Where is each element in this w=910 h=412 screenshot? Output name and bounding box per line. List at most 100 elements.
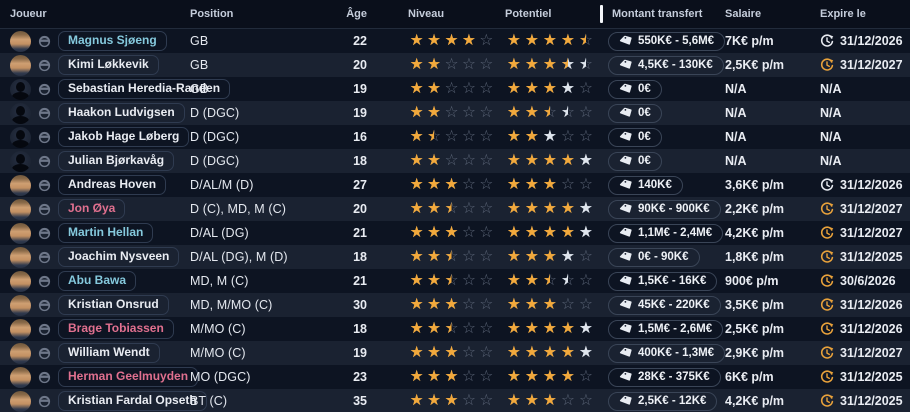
- player-profile-icon[interactable]: [38, 227, 51, 240]
- salary: 2,2K€ p/m: [725, 202, 785, 216]
- star-icon: ☆ ★ ★: [507, 80, 521, 97]
- expiry-date: 31/12/2027: [840, 58, 903, 72]
- table-row[interactable]: William Wendt M/MO (C) 19 ☆ ★ ★ ☆ ★ ★ ☆ ★ ★ ☆ ☆ ☆ ★…: [0, 341, 910, 365]
- table-row[interactable]: Abu Bawa MD, M (C) 21 ☆ ★ ★ ☆ ★ ★ ☆ ★ ☆ ☆ ☆ ★ ★ ☆ ★ ★ ☆…: [0, 269, 910, 293]
- player-name[interactable]: Andreas Hoven: [58, 175, 167, 195]
- tag-icon: [619, 35, 632, 45]
- expiry-date: 31/12/2027: [840, 226, 903, 240]
- column-header-age[interactable]: Âge: [346, 8, 367, 20]
- star-icon: ☆ ★ ★: [444, 344, 459, 361]
- player-name[interactable]: Kimi Løkkevik: [58, 55, 159, 75]
- player-name[interactable]: Joachim Nysveen: [58, 247, 180, 267]
- table-row[interactable]: Joachim Nysveen D/AL (DG), M (D) 18 ☆ ★ ★ ☆…: [0, 245, 910, 269]
- player-name[interactable]: Julian Bjørkavåg: [58, 151, 175, 171]
- player-profile-icon[interactable]: [38, 323, 51, 336]
- table-row[interactable]: Sebastian Heredia-Randen GB 19 ☆ ★ ★ ☆ ★ ★ ☆ ☆ ☆…: [0, 77, 910, 101]
- player-name[interactable]: Magnus Sjøeng: [58, 31, 167, 51]
- star-icon: ☆ ★ ★: [409, 128, 424, 145]
- star-icon: ☆ ★ ★: [427, 296, 442, 313]
- expiry-clock-icon: [820, 250, 834, 264]
- column-header-position[interactable]: Position: [190, 8, 234, 20]
- player-name[interactable]: Martin Hellan: [58, 223, 154, 243]
- star-icon: ☆: [579, 248, 593, 265]
- player-profile-icon[interactable]: [38, 371, 51, 384]
- transfer-value: 1,5M€ - 2,6M€: [638, 323, 713, 335]
- column-header-joueur[interactable]: Joueur: [10, 8, 47, 20]
- table-row[interactable]: Herman Geelmuyden MO (DGC) 23 ☆ ★ ★ ☆ ★ ★ ☆ ★ ★ ☆…: [0, 365, 910, 389]
- player-profile-icon[interactable]: [38, 251, 51, 264]
- star-icon: ☆ ★ ★: [409, 104, 424, 121]
- table-row[interactable]: Jakob Hage Løberg D (DGC) 16 ☆ ★ ★ ☆ ★ ☆ ☆ ☆ ☆ ★…: [0, 125, 910, 149]
- table-row[interactable]: Magnus Sjøeng GB 22 ☆ ★ ★ ☆ ★ ★ ☆ ★ ★ ☆ ★ ★ ☆ ☆ ★ ★ ☆ ★ ★…: [0, 29, 910, 53]
- table-row[interactable]: Jon Øya D (C), MD, M (C) 20 ☆ ★ ★ ☆ ★ ★ ☆ ★ ☆ ☆ ☆…: [0, 197, 910, 221]
- star-icon: ☆ ★: [543, 272, 557, 289]
- star-icon: ☆: [479, 176, 494, 193]
- star-icon: ☆: [561, 392, 575, 409]
- star-icon: ☆ ★ ★: [543, 344, 557, 361]
- player-profile-icon[interactable]: [38, 347, 51, 360]
- player-avatar: [10, 30, 31, 52]
- table-row[interactable]: Andreas Hoven D/AL/M (D) 27 ☆ ★ ★ ☆ ★ ★ ☆ ★ ★ ☆ ☆ …: [0, 173, 910, 197]
- position: D (C), MD, M (C): [190, 202, 287, 216]
- player-name[interactable]: Brage Tobiassen: [58, 319, 174, 339]
- player-profile-icon[interactable]: [38, 275, 51, 288]
- player-name[interactable]: Jakob Hage Løberg: [58, 127, 190, 147]
- player-name[interactable]: William Wendt: [58, 343, 160, 363]
- table-row[interactable]: Julian Bjørkavåg D (DGC) 18 ☆ ★ ★ ☆ ★ ★ ☆ ☆ ☆ ☆ ★…: [0, 149, 910, 173]
- tag-icon: [619, 227, 632, 237]
- player-name[interactable]: Haakon Ludvigsen: [58, 103, 185, 123]
- star-icon: ☆ ★ ★: [561, 152, 575, 169]
- table-row[interactable]: Kristian Onsrud MD, M/MO (C) 30 ☆ ★ ★ ☆ ★ ★ ☆ ★…: [0, 293, 910, 317]
- star-icon: ☆ ★: [444, 200, 459, 217]
- star-icon: ☆ ★ ★: [507, 176, 521, 193]
- star-icon: ☆ ★ ★: [427, 368, 442, 385]
- expiry-date: 31/12/2025: [840, 370, 903, 384]
- star-icon: ☆ ★ ★: [543, 248, 557, 265]
- star-icon: ☆ ★: [444, 248, 459, 265]
- position: MO (DGC): [190, 370, 251, 384]
- expiry-clock-icon: [820, 274, 834, 288]
- position: D (DGC): [190, 130, 240, 144]
- column-header-salaire[interactable]: Salaire: [725, 8, 762, 20]
- star-icon: ☆ ★ ★: [525, 200, 539, 217]
- niveau-stars: ☆ ★ ★ ☆ ★ ★ ☆ ☆ ☆: [375, 152, 495, 170]
- table-row[interactable]: Haakon Ludvigsen D (DGC) 19 ☆ ★ ★ ☆ ★ ★ ☆ ☆ ☆ ☆ ★…: [0, 101, 910, 125]
- transfer-pill: 0€: [608, 151, 662, 171]
- expiry-date: 31/12/2026: [840, 298, 903, 312]
- player-profile-icon[interactable]: [38, 395, 51, 408]
- player-name[interactable]: Jon Øya: [58, 199, 126, 219]
- player-profile-icon[interactable]: [38, 155, 51, 168]
- salary: N/A: [725, 154, 747, 168]
- age: 30: [353, 298, 367, 312]
- table-row[interactable]: Kristian Fardal Opseth BT (C) 35 ☆ ★ ★ ☆ ★ ★ ☆…: [0, 389, 910, 412]
- column-header-niveau[interactable]: Niveau: [408, 8, 445, 20]
- player-profile-icon[interactable]: [38, 203, 51, 216]
- player-name[interactable]: Sebastian Heredia-Randen: [58, 79, 231, 99]
- niveau-stars: ☆ ★ ★ ☆ ★ ★ ☆ ★ ☆ ☆: [375, 200, 495, 218]
- player-profile-icon[interactable]: [38, 59, 51, 72]
- star-icon: ☆ ★ ★: [409, 368, 424, 385]
- table-row[interactable]: Kimi Løkkevik GB 20 ☆ ★ ★ ☆ ★ ★ ☆ ☆ ☆ ☆ ★ ★ ☆ ★ ★ ☆ ★ ★ ☆…: [0, 53, 910, 77]
- table-header: Joueur Position Âge Niveau Potentiel Mon…: [0, 0, 910, 29]
- player-name[interactable]: Herman Geelmuyden: [58, 367, 199, 387]
- star-icon: ☆ ★ ★: [543, 392, 557, 409]
- niveau-stars: ☆ ★ ★ ☆ ★ ★ ☆ ★ ★ ☆ ☆: [375, 224, 495, 242]
- star-icon: ☆ ★ ★: [444, 368, 459, 385]
- player-profile-icon[interactable]: [38, 35, 51, 48]
- transfer-value: 400K€ - 1,3M€: [638, 347, 715, 359]
- position: D/AL/M (D): [190, 178, 254, 192]
- column-header-expire-le[interactable]: Expire le: [820, 8, 866, 20]
- table-row[interactable]: Brage Tobiassen M/MO (C) 18 ☆ ★ ★ ☆ ★ ★ ☆ ★ ☆ ☆ ☆…: [0, 317, 910, 341]
- column-header-potentiel[interactable]: Potentiel: [505, 8, 552, 20]
- player-name[interactable]: Kristian Onsrud: [58, 295, 169, 315]
- player-profile-icon[interactable]: [38, 83, 51, 96]
- player-name[interactable]: Abu Bawa: [58, 271, 137, 291]
- table-row[interactable]: Martin Hellan D/AL (DG) 21 ☆ ★ ★ ☆ ★ ★ ☆ ★ ★ ☆ ☆ ☆…: [0, 221, 910, 245]
- player-profile-icon[interactable]: [38, 107, 51, 120]
- player-profile-icon[interactable]: [38, 131, 51, 144]
- star-icon: ☆: [479, 248, 494, 265]
- player-name[interactable]: Kristian Fardal Opseth: [58, 391, 207, 411]
- player-profile-icon[interactable]: [38, 299, 51, 312]
- player-profile-icon[interactable]: [38, 179, 51, 192]
- column-header-montant-transfert[interactable]: Montant transfert: [600, 0, 720, 28]
